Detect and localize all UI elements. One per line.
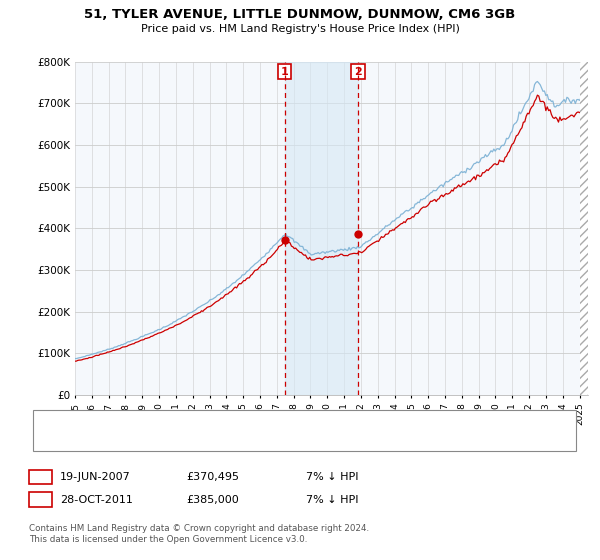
Text: HPI: Average price, detached house, Uttlesford: HPI: Average price, detached house, Uttl… [90,435,324,445]
Text: £370,495: £370,495 [186,472,239,482]
Text: 7% ↓ HPI: 7% ↓ HPI [306,494,359,505]
Text: 19-JUN-2007: 19-JUN-2007 [60,472,131,482]
Text: Contains HM Land Registry data © Crown copyright and database right 2024.
This d: Contains HM Land Registry data © Crown c… [29,524,369,544]
Bar [580,62,588,395]
Text: £385,000: £385,000 [186,494,239,505]
Bar [284,62,358,395]
Text: 7% ↓ HPI: 7% ↓ HPI [306,472,359,482]
Text: 1: 1 [37,472,44,482]
Text: 1: 1 [281,67,289,77]
Text: 2: 2 [354,67,362,77]
Text: 2: 2 [37,494,44,505]
Text: 28-OCT-2011: 28-OCT-2011 [60,494,133,505]
Text: 51, TYLER AVENUE, LITTLE DUNMOW, DUNMOW, CM6 3GB (detached house): 51, TYLER AVENUE, LITTLE DUNMOW, DUNMOW,… [90,417,472,427]
Text: 51, TYLER AVENUE, LITTLE DUNMOW, DUNMOW, CM6 3GB: 51, TYLER AVENUE, LITTLE DUNMOW, DUNMOW,… [85,8,515,21]
Text: Price paid vs. HM Land Registry's House Price Index (HPI): Price paid vs. HM Land Registry's House … [140,24,460,34]
